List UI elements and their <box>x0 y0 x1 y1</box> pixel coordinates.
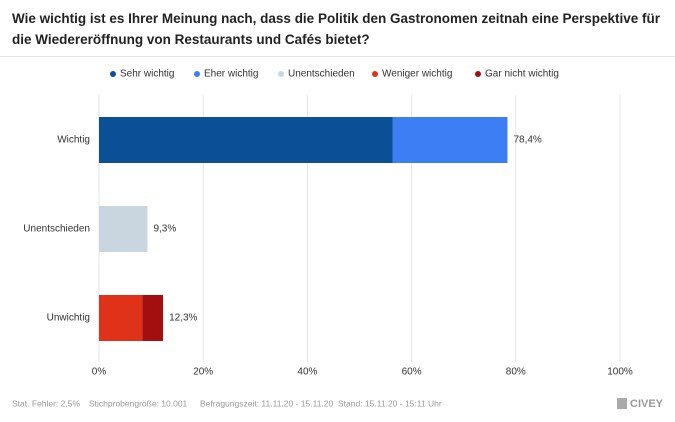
x-tick-label: 40% <box>297 367 317 378</box>
legend-label: Sehr wichtig <box>120 69 174 80</box>
footer-text: Stichprobengröße: 10.001 <box>89 398 188 408</box>
bar-segment <box>392 117 508 163</box>
bar-segment <box>99 295 143 341</box>
total-label: 9,3% <box>153 224 176 235</box>
legend-label: Gar nicht wichtig <box>485 69 559 80</box>
bar-segment <box>99 206 148 252</box>
logo: CIVEY <box>630 398 664 410</box>
legend-marker <box>475 71 481 77</box>
legend-marker <box>372 71 378 77</box>
logo-icon <box>617 398 627 409</box>
y-tick-label: Unwichtig <box>47 313 90 324</box>
separator <box>0 56 675 57</box>
footer-text: Stand: 15.11.20 - 15:11 Uhr <box>338 398 442 408</box>
total-label: 78,4% <box>513 135 541 146</box>
bar-segment <box>99 117 393 163</box>
legend-marker <box>110 71 116 77</box>
footer-text: Stat. Fehler: 2,5% <box>12 398 80 408</box>
y-tick-label: Unentschieden <box>23 224 90 235</box>
y-tick-label: Wichtig <box>57 135 90 146</box>
x-tick-label: 80% <box>506 367 526 378</box>
legend-marker <box>278 71 284 77</box>
footer-text: Befragungszeit: 11.11.20 - 15.11.20 <box>200 398 334 408</box>
chart-title: Wie wichtig ist es Ihrer Meinung nach, d… <box>12 11 661 47</box>
x-tick-label: 100% <box>607 367 633 378</box>
bar-segment <box>142 295 164 341</box>
x-tick-label: 60% <box>402 367 422 378</box>
legend-label: Unentschieden <box>288 69 355 80</box>
legend-label: Weniger wichtig <box>382 69 452 80</box>
legend-label: Eher wichtig <box>204 69 258 80</box>
x-tick-label: 0% <box>92 367 107 378</box>
total-label: 12,3% <box>169 313 197 324</box>
x-tick-label: 20% <box>193 367 213 378</box>
legend-marker <box>194 71 200 77</box>
